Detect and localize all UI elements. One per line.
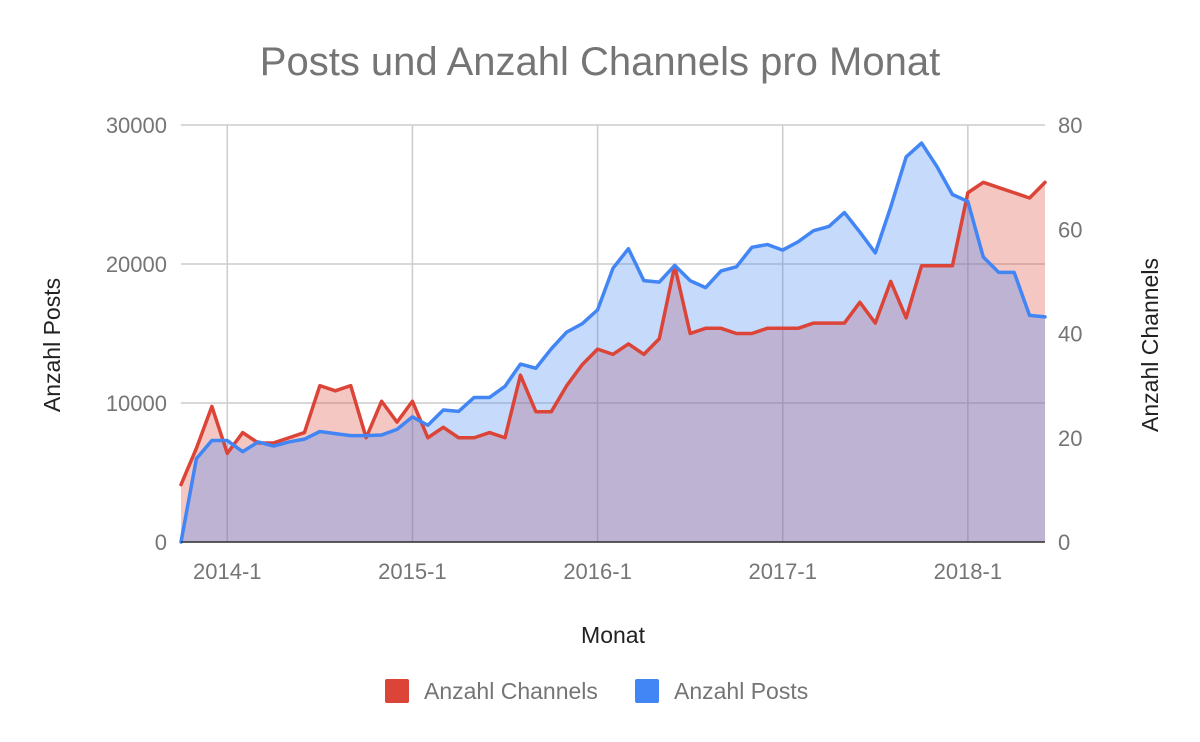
series-lines bbox=[179, 141, 1047, 544]
y2-tick-label: 80 bbox=[1058, 113, 1082, 138]
legend-swatch-channels bbox=[385, 679, 409, 703]
y2-tick-label: 60 bbox=[1058, 217, 1082, 242]
y-axis-ticks: 0 10000 20000 30000 bbox=[106, 113, 167, 555]
x-tick-label: 2015-1 bbox=[378, 559, 447, 584]
y2-tick-label: 20 bbox=[1058, 426, 1082, 451]
y-tick-label: 0 bbox=[155, 530, 167, 555]
line-anzahl-posts bbox=[179, 141, 1047, 544]
area-anzahl-channels bbox=[181, 182, 1045, 542]
legend-swatch-posts bbox=[635, 679, 659, 703]
y-tick-label: 30000 bbox=[106, 113, 167, 138]
chart-title: Posts und Anzahl Channels pro Monat bbox=[260, 40, 940, 84]
legend: Anzahl Channels Anzahl Posts bbox=[385, 678, 808, 704]
area-anzahl-posts bbox=[181, 143, 1045, 542]
y2-axis-ticks: 0 20 40 60 80 bbox=[1058, 113, 1082, 555]
x-tick-label: 2016-1 bbox=[563, 559, 632, 584]
legend-label-posts: Anzahl Posts bbox=[674, 678, 808, 704]
y2-tick-label: 40 bbox=[1058, 322, 1082, 347]
x-tick-label: 2018-1 bbox=[934, 559, 1003, 584]
x-axis-ticks: 2014-1 2015-1 2016-1 2017-1 2018-1 bbox=[193, 559, 1002, 584]
y-axis-label: Anzahl Posts bbox=[39, 278, 65, 412]
y2-axis-label: Anzahl Channels bbox=[1137, 258, 1163, 432]
y-tick-label: 10000 bbox=[106, 391, 167, 416]
legend-label-channels: Anzahl Channels bbox=[424, 678, 598, 704]
x-tick-label: 2014-1 bbox=[193, 559, 262, 584]
line-anzahl-channels bbox=[179, 180, 1047, 487]
series-areas bbox=[181, 143, 1045, 542]
y-tick-label: 20000 bbox=[106, 252, 167, 277]
x-tick-label: 2017-1 bbox=[748, 559, 817, 584]
x-axis-label: Monat bbox=[581, 622, 646, 648]
y2-tick-label: 0 bbox=[1058, 530, 1070, 555]
